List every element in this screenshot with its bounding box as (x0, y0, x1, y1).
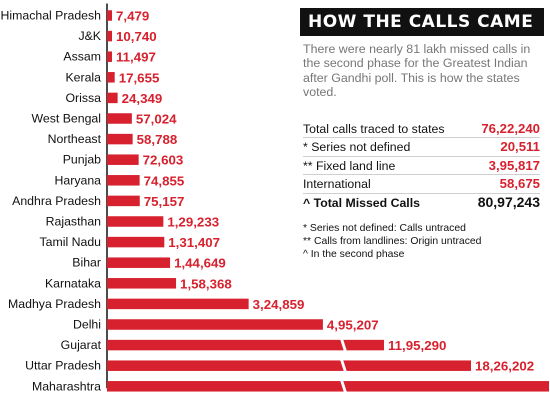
bar (107, 154, 139, 165)
total-value: 80,97,243 (477, 193, 540, 210)
bar (107, 92, 118, 104)
bar (107, 72, 115, 83)
value-label: 7,479 (116, 9, 149, 24)
value-label: 1,29,233 (167, 215, 219, 230)
value-label: 11,497 (116, 50, 156, 65)
summary-panel: HOW THE CALLS CAME There were nearly 81 … (300, 8, 544, 262)
value-label: 57,024 (136, 112, 177, 127)
category-label: Maharashtra (32, 379, 101, 393)
table-row: Total calls traced to states 76,22,240 (303, 120, 540, 139)
category-label: Himachal Pradesh (1, 9, 102, 23)
summary-table: Total calls traced to states 76,22,240 *… (303, 120, 540, 212)
axis-break-mark (340, 380, 347, 393)
bar (107, 51, 113, 62)
category-label: Rajasthan (46, 215, 102, 229)
panel-title: HOW THE CALLS CAME (300, 8, 544, 36)
value-label: 1,44,649 (174, 256, 226, 271)
row-label: Total calls traced to states (303, 121, 445, 136)
value-label: 72,603 (143, 153, 184, 168)
footnotes: * Series not defined: Calls untraced ** … (303, 223, 544, 261)
category-label: West Bengal (32, 112, 102, 126)
category-label: Andhra Pradesh (12, 194, 101, 208)
category-label: J&K (78, 29, 101, 43)
bar (107, 175, 140, 186)
value-label: 1,31,407 (168, 235, 220, 250)
value-label: 58,788 (137, 132, 178, 147)
footnote: * Series not defined: Calls untraced (303, 223, 466, 235)
bar (107, 278, 177, 289)
value-label: 11,95,290 (388, 338, 446, 353)
category-label: Assam (63, 50, 101, 64)
category-label: Kerala (65, 70, 101, 84)
table-row: International 58,675 (303, 175, 540, 194)
value-label: 17,655 (119, 70, 160, 85)
category-label: Punjab (63, 153, 101, 167)
value-label: 1,58,368 (180, 276, 232, 291)
value-label: 18,26,202 (475, 359, 534, 374)
value-label: 3,24,859 (253, 297, 305, 312)
bar (107, 133, 133, 145)
category-label: Tamil Nadu (39, 235, 101, 249)
bar (107, 10, 112, 21)
value-label: 74,855 (144, 173, 185, 188)
category-label: Bihar (72, 256, 101, 270)
bar (107, 113, 132, 124)
row-label: International (303, 177, 371, 192)
footnote: ^ In the second phase (303, 248, 405, 260)
bar (107, 216, 164, 227)
bar (107, 319, 323, 330)
bar (107, 298, 249, 310)
row-value: 76,22,240 (481, 120, 540, 136)
bar (107, 360, 471, 371)
value-label: 10,740 (116, 29, 157, 44)
bar (107, 30, 112, 42)
row-label: * Series not defined (303, 140, 411, 155)
category-label: Karnataka (45, 276, 101, 290)
value-label: 24,349 (122, 91, 163, 106)
panel-intro: There were nearly 81 lakh missed calls i… (303, 42, 531, 100)
row-label: ** Fixed land line (303, 158, 396, 173)
row-value: 58,675 (499, 176, 540, 192)
bar (107, 195, 140, 207)
value-label: 75,157 (144, 194, 185, 209)
category-label: Gujarat (61, 338, 102, 352)
axis-break-mark (340, 359, 347, 372)
row-value: 20,511 (500, 139, 540, 155)
bar (107, 257, 171, 268)
footnote: ** Calls from landlines: Origin untraced (303, 235, 482, 247)
category-label: Haryana (55, 173, 102, 187)
category-label: Delhi (73, 318, 101, 332)
table-row: ** Fixed land line 3,95,817 (303, 157, 540, 176)
bar (107, 339, 384, 351)
category-label: Madhya Pradesh (8, 297, 101, 311)
category-label: Uttar Pradesh (25, 359, 101, 373)
total-row: ^ Total Missed Calls 80,97,243 (303, 194, 540, 212)
bar (107, 236, 165, 248)
category-label: Orissa (65, 91, 101, 105)
category-label: Northeast (48, 132, 102, 146)
table-row: * Series not defined 20,511 (303, 138, 540, 157)
total-label: ^ Total Missed Calls (303, 195, 420, 210)
row-value: 3,95,817 (488, 157, 540, 173)
bar (107, 381, 549, 392)
axis-break-mark (340, 338, 347, 352)
value-label: 4,95,207 (327, 318, 379, 333)
